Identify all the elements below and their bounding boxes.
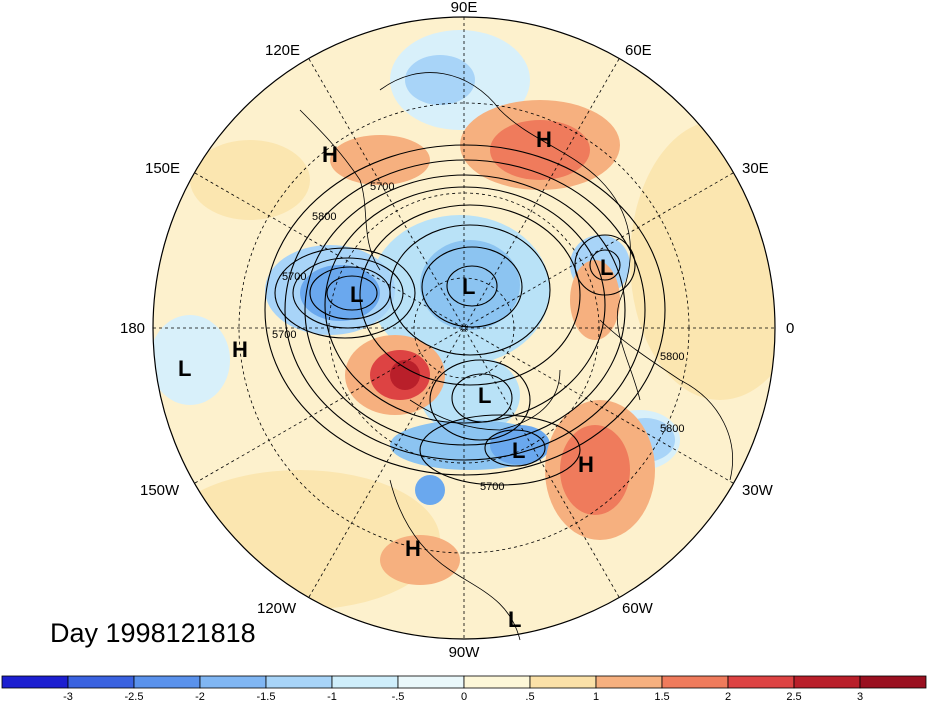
colorbar-swatch (793, 675, 861, 689)
colorbar-level-label: 1.5 (654, 691, 669, 702)
colorbar-level-label: 3 (857, 691, 863, 702)
coastlines (299, 72, 733, 641)
lon-label-90e: 90E (451, 0, 478, 16)
contour-label: 5700 (370, 181, 394, 193)
colorbar-swatch (397, 675, 465, 689)
lon-label-120e: 120E (265, 42, 300, 59)
low-center: L (600, 255, 613, 280)
low-center: L (462, 274, 475, 299)
colorbar-level-label: 0 (461, 691, 467, 702)
colorbar-labels: -3 -2.5 -2 -1.5 -1 -.5 0 .5 1 1.5 2 2.5 3 (63, 691, 863, 702)
colorbar-swatches (1, 675, 927, 689)
low-center: L (478, 383, 491, 408)
colorbar-swatch (529, 675, 597, 689)
high-center: H (232, 337, 248, 362)
lon-label-30e: 30E (742, 160, 769, 177)
colorbar-swatch (463, 675, 531, 689)
height-contours (264, 144, 666, 486)
high-center: H (536, 127, 552, 152)
contour-label: 5700 (282, 271, 306, 283)
colorbar-level-label: -3 (63, 691, 73, 702)
high-center: H (578, 452, 594, 477)
colorbar-level-label: -.5 (392, 691, 405, 702)
high-center: H (405, 536, 421, 561)
polar-map: 90E 60E 120E 30E 150E 0 180 30W 150W 60W… (120, 0, 794, 661)
colorbar-swatch (199, 675, 267, 689)
contour-label: 5700 (272, 329, 296, 341)
colorbar-swatch (331, 675, 399, 689)
colorbar-level-label: 2 (725, 691, 731, 702)
contour-label: 5800 (660, 423, 684, 435)
low-center: L (512, 438, 525, 463)
colorbar-level-label: 1 (593, 691, 599, 702)
colorbar-swatch (727, 675, 795, 689)
colorbar-level-label: -1.5 (257, 691, 276, 702)
contour-label: 5800 (660, 351, 684, 363)
colorbar-swatch (67, 675, 135, 689)
plot-title: Day 1998121818 (50, 618, 256, 648)
low-center: L (350, 282, 363, 307)
colorbar: -3 -2.5 -2 -1.5 -1 -.5 0 .5 1 1.5 2 2.5 3 (1, 675, 927, 702)
lon-label-180: 180 (120, 320, 145, 337)
lon-label-30w: 30W (742, 482, 774, 499)
lon-label-120w: 120W (257, 600, 297, 617)
lon-label-60e: 60E (625, 42, 652, 59)
colorbar-swatch (661, 675, 729, 689)
graticule (153, 17, 775, 639)
colorbar-level-label: .5 (525, 691, 534, 702)
colorbar-swatch (595, 675, 663, 689)
lon-label-150e: 150E (145, 160, 180, 177)
colorbar-level-label: -1 (327, 691, 337, 702)
colorbar-swatch (133, 675, 201, 689)
lon-label-150w: 150W (140, 482, 180, 499)
map-boundary (152, 16, 776, 640)
low-center: L (178, 356, 191, 381)
lon-label-60w: 60W (622, 600, 654, 617)
colorbar-swatch (859, 675, 927, 689)
colorbar-swatch (265, 675, 333, 689)
colorbar-level-label: -2.5 (125, 691, 144, 702)
anomaly-field (153, 17, 775, 639)
colorbar-level-label: 2.5 (786, 691, 801, 702)
high-center: H (322, 142, 338, 167)
colorbar-level-label: -2 (195, 691, 205, 702)
lon-label-90w: 90W (449, 644, 481, 661)
colorbar-swatch (1, 675, 69, 689)
contour-label: 5800 (312, 211, 336, 223)
lon-label-0: 0 (786, 320, 794, 337)
contour-label: 5700 (480, 481, 504, 493)
low-center: L (508, 607, 521, 632)
